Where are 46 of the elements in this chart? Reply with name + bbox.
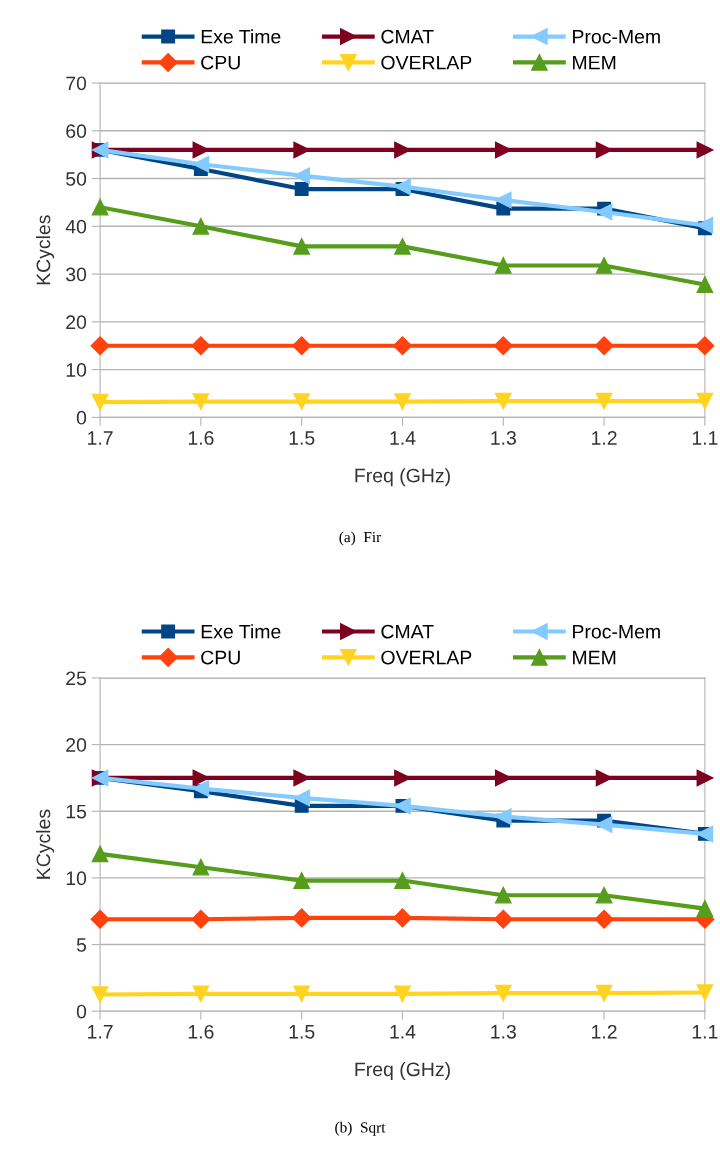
x-tick-label: 1.7 xyxy=(88,1025,113,1039)
x-tick-label: 1.3 xyxy=(491,431,516,445)
legend-label: OVERLAP xyxy=(381,650,472,665)
legend-label: Proc-Mem xyxy=(573,624,660,639)
x-tick-label: 1.2 xyxy=(592,431,617,445)
y-axis-title: KCycles xyxy=(36,215,55,285)
x-tick-label: 1.4 xyxy=(390,431,416,445)
y-tick-label: 25 xyxy=(66,671,87,686)
x-tick-label: 1.5 xyxy=(289,1025,315,1039)
y-tick-label: 70 xyxy=(66,76,87,91)
legend-label: OVERLAP xyxy=(381,55,472,70)
y-axis-title: KCycles xyxy=(36,809,55,879)
x-tick-label: 1.2 xyxy=(592,1024,617,1039)
x-tick-label: 1.4 xyxy=(390,1025,416,1039)
y-tick-label: 30 xyxy=(66,267,87,282)
x-tick-label: 1.3 xyxy=(491,1024,516,1039)
y-tick-label: 0 xyxy=(76,410,87,425)
x-tick-label: 1.5 xyxy=(289,431,315,445)
legend-label: MEM xyxy=(573,55,616,70)
legend-label: CPU xyxy=(201,650,240,665)
y-tick-label: 10 xyxy=(66,871,87,886)
x-tick-label: 1.6 xyxy=(188,431,214,445)
x-tick-label: 1.6 xyxy=(188,1024,214,1039)
y-tick-label: 5 xyxy=(76,938,87,952)
y-tick-label: 0 xyxy=(76,1004,87,1019)
y-tick-label: 15 xyxy=(66,804,87,819)
text: (b) Sqrt xyxy=(335,1121,386,1136)
text: (a) Fir xyxy=(339,531,382,546)
legend-label: Exe Time xyxy=(201,624,281,639)
x-tick-label: 1.7 xyxy=(88,431,113,445)
x-axis-title: Freq (GHz) xyxy=(355,1061,450,1081)
y-tick-label: 50 xyxy=(66,172,87,186)
legend-label: CMAT xyxy=(381,29,434,44)
legend-label: CMAT xyxy=(381,624,434,639)
y-tick-label: 20 xyxy=(66,738,87,752)
legend-label: MEM xyxy=(573,650,616,665)
legend-label: Exe Time xyxy=(201,29,281,44)
legend-label: CPU xyxy=(201,55,240,70)
y-tick-label: 20 xyxy=(66,315,87,330)
x-tick-label: 1.1 xyxy=(692,431,718,445)
x-tick-label: 1.1 xyxy=(692,1025,718,1039)
legend-label: Proc-Mem xyxy=(573,29,660,44)
y-tick-label: 10 xyxy=(66,363,87,377)
y-tick-label: 40 xyxy=(65,219,87,234)
x-axis-title: Freq (GHz) xyxy=(355,468,450,487)
y-tick-label: 60 xyxy=(66,124,87,139)
